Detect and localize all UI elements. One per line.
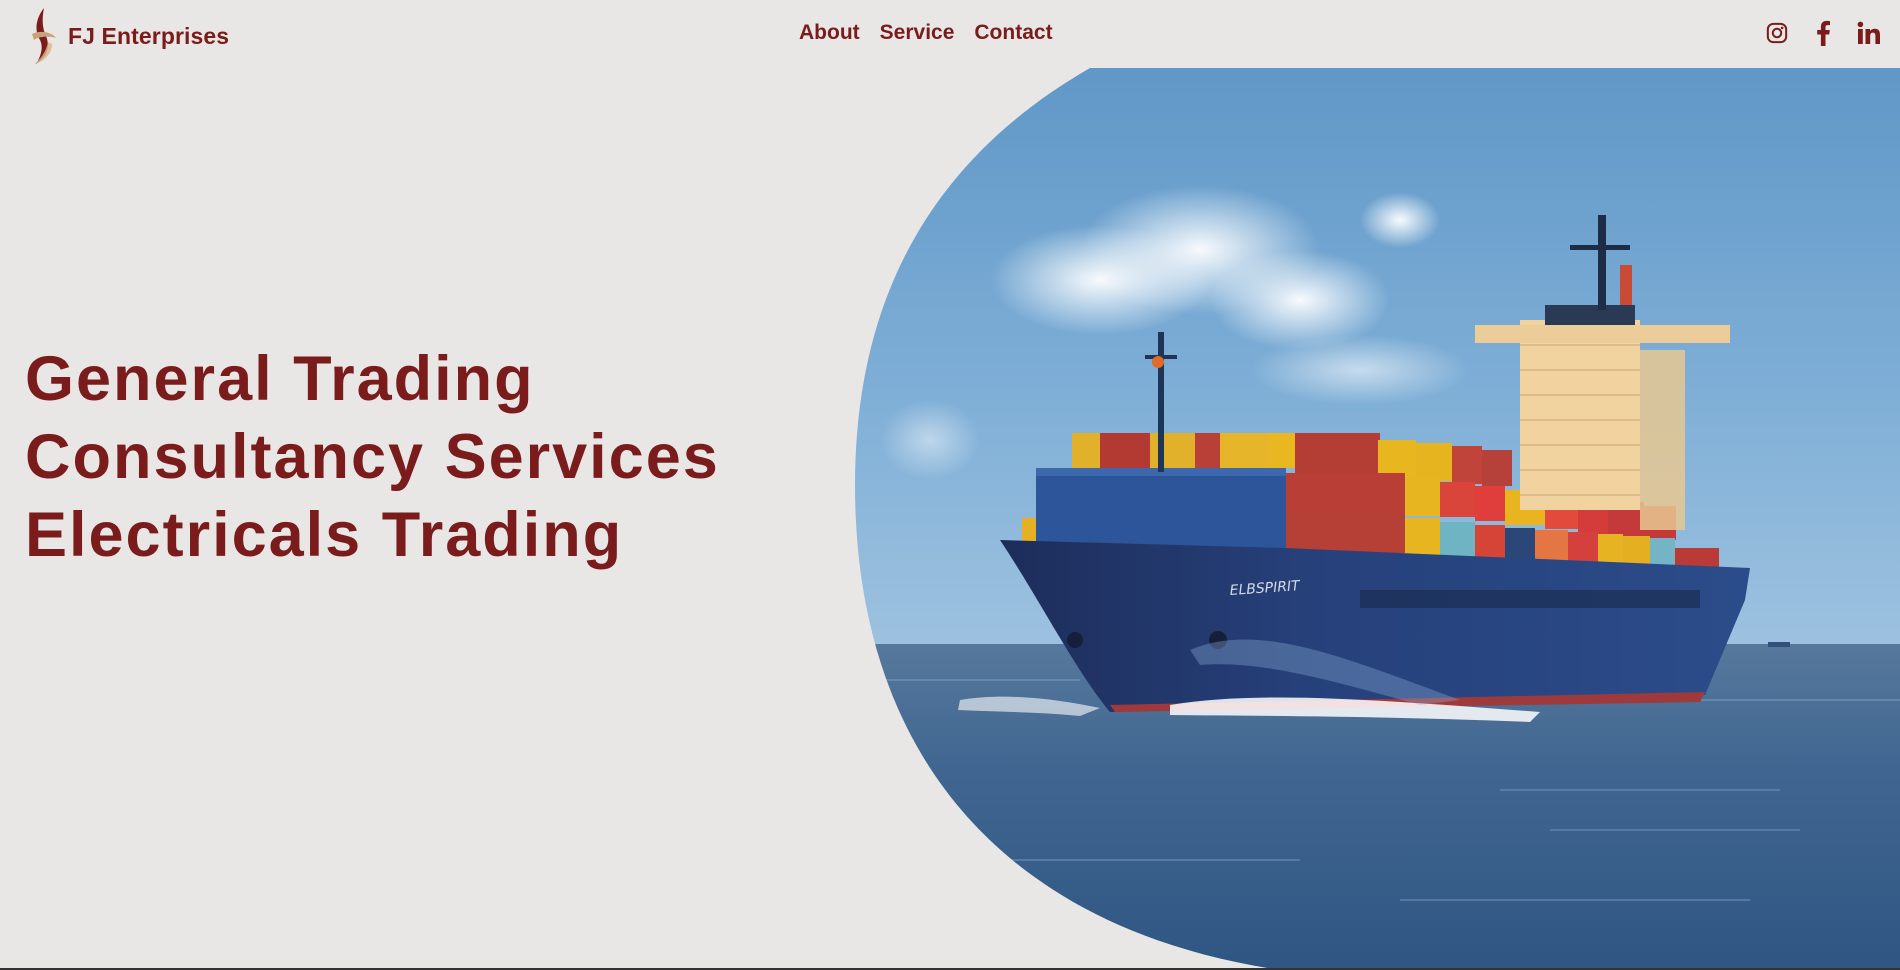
site-header: FJ Enterprises About Service Contact xyxy=(0,0,1900,68)
social-links xyxy=(1764,19,1882,47)
ship-name-text: ELBSPIRIT xyxy=(1229,578,1302,599)
facebook-icon[interactable] xyxy=(1810,19,1836,47)
nav-contact-link[interactable]: Contact xyxy=(974,21,1053,44)
hero-line-consultancy-services: Consultancy Services xyxy=(25,422,720,492)
hero-headline: General Trading Consultancy Services Ele… xyxy=(25,340,720,574)
brand-name: FJ Enterprises xyxy=(68,22,230,49)
hero-line-general-trading: General Trading xyxy=(25,344,535,414)
nav-service-link[interactable]: Service xyxy=(879,21,955,44)
instagram-icon[interactable] xyxy=(1764,19,1790,47)
hero-line-electricals-trading: Electricals Trading xyxy=(25,500,624,570)
linkedin-icon[interactable] xyxy=(1856,19,1882,47)
flame-swirl-logo-icon xyxy=(32,8,56,64)
main-nav: About Service Contact xyxy=(799,21,1053,45)
brand[interactable]: FJ Enterprises xyxy=(26,6,229,66)
nav-about-link[interactable]: About xyxy=(799,21,860,44)
bottom-divider xyxy=(0,968,1900,970)
